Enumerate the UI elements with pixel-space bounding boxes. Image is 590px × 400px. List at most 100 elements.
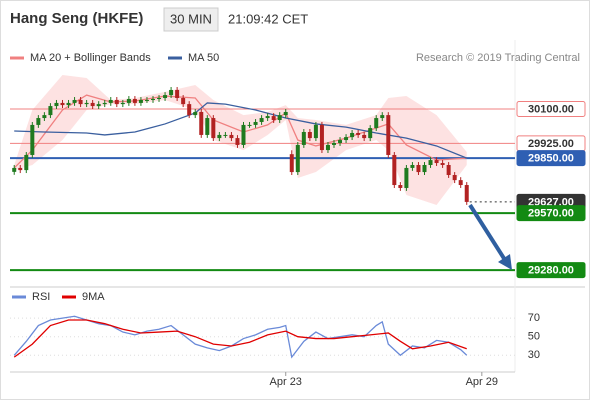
series-line: [13, 94, 467, 169]
y-tick-label: 30: [528, 349, 540, 361]
candle-body: [157, 98, 162, 100]
candle-body: [229, 134, 234, 139]
candle-body: [193, 111, 198, 116]
candle-body: [241, 124, 246, 145]
candle-body: [404, 167, 409, 188]
candle-body: [24, 154, 29, 171]
candle-body: [163, 95, 168, 99]
level-label: 29925.00: [528, 138, 574, 150]
candle-body: [138, 99, 143, 103]
candle-body: [295, 144, 300, 173]
legend-label: 9MA: [82, 291, 105, 303]
interval-box: [163, 7, 219, 32]
timestamp: 21:09:42 CET: [228, 11, 308, 26]
candle-body: [392, 154, 397, 186]
candle-body: [331, 142, 336, 145]
candle-body: [12, 167, 17, 172]
candle-body: [458, 180, 463, 186]
candle-body: [416, 164, 421, 173]
candle-body: [114, 99, 119, 105]
candle-body: [235, 138, 240, 145]
candle-body: [247, 124, 252, 126]
level-label: 29850.00: [528, 153, 574, 165]
candle-body: [205, 118, 210, 135]
candle-body: [410, 164, 415, 168]
candle-body: [30, 124, 35, 155]
candle-body: [277, 115, 282, 121]
x-tick-label: Apr 29: [466, 376, 498, 388]
candle-body: [362, 134, 367, 139]
candle-body: [48, 106, 53, 116]
candle-body: [120, 102, 125, 105]
candle-body: [144, 99, 149, 101]
level-label-box: [516, 262, 586, 279]
series-line: [14, 102, 467, 159]
candle-body: [338, 140, 343, 143]
candle-body: [464, 185, 469, 202]
level-label: 30100.00: [528, 103, 574, 115]
level-label: 29280.00: [528, 264, 574, 276]
candle-body: [307, 131, 312, 139]
candle-body: [72, 99, 77, 103]
candle-body: [217, 134, 222, 139]
forecast-arrowhead: [498, 254, 512, 270]
x-tick-label: Apr 23: [270, 376, 302, 388]
candle-body: [344, 137, 349, 141]
candle-body: [313, 124, 318, 139]
candle-body: [319, 124, 324, 151]
candle-body: [265, 116, 270, 119]
y-tick-label: 50: [528, 331, 540, 343]
candle-body: [289, 154, 294, 173]
candle-body: [126, 98, 131, 103]
candle-body: [84, 102, 89, 105]
candle-body: [102, 102, 107, 105]
candle-body: [96, 104, 101, 107]
candle-body: [223, 134, 228, 136]
interval: 30 MIN: [170, 11, 212, 26]
candle-body: [66, 102, 71, 106]
candle-body: [132, 98, 137, 103]
candle-body: [446, 164, 451, 176]
chart-title: Hang Seng (HKFE): [10, 10, 143, 27]
candle-body: [356, 132, 361, 135]
candle-body: [374, 118, 379, 129]
candle-body: [54, 102, 59, 107]
candle-body: [301, 131, 306, 145]
candle-body: [271, 116, 276, 121]
candle-body: [18, 167, 23, 171]
candle-body: [42, 115, 47, 119]
bollinger-band: [14, 75, 467, 206]
candle-body: [253, 121, 258, 125]
level-label: 29570.00: [528, 208, 574, 220]
level-label-box: [516, 150, 586, 167]
candle-body: [259, 118, 264, 122]
candle-body: [181, 98, 186, 105]
candle-body: [60, 102, 65, 106]
y-tick-label: 70: [528, 312, 540, 324]
candle-body: [187, 104, 192, 116]
legend-label: RSI: [32, 291, 50, 303]
series-line: [13, 319, 467, 358]
candle-body: [108, 99, 113, 103]
candle-body: [350, 132, 355, 138]
legend-label: MA 50: [188, 52, 219, 64]
candle-body: [452, 175, 457, 181]
candle-body: [380, 115, 385, 119]
candle-body: [36, 118, 41, 125]
legend-label: MA 20 + Bollinger Bands: [30, 52, 151, 64]
level-label-box: [516, 205, 586, 222]
series-line: [13, 315, 468, 359]
candle-body: [422, 164, 427, 173]
forecast-arrow: [468, 203, 507, 262]
source: Research © 2019 Trading Central: [416, 52, 580, 64]
candle-body: [368, 128, 373, 139]
candle-body: [199, 111, 204, 135]
candle-body: [150, 98, 155, 100]
candle-body: [386, 115, 391, 155]
candle-body: [283, 111, 288, 116]
candle-body: [434, 160, 439, 164]
candle-body: [398, 185, 403, 188]
candle-body: [440, 163, 445, 165]
candle-body: [428, 160, 433, 165]
